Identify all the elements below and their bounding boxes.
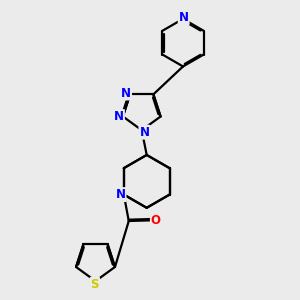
Text: N: N: [114, 110, 124, 123]
Text: N: N: [116, 188, 125, 201]
Text: O: O: [151, 214, 161, 227]
Text: N: N: [140, 126, 149, 139]
Text: N: N: [121, 86, 131, 100]
Text: S: S: [91, 278, 99, 291]
Text: N: N: [179, 11, 189, 24]
